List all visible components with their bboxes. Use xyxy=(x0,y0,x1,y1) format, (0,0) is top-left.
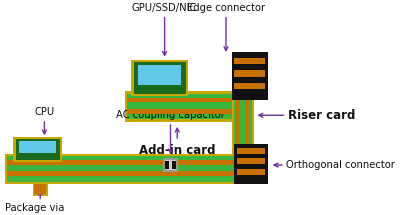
Bar xyxy=(165,160,176,170)
Bar xyxy=(234,54,252,182)
Bar xyxy=(13,137,62,162)
Bar xyxy=(245,54,249,182)
Text: Add-in card: Add-in card xyxy=(139,144,216,157)
Bar xyxy=(34,184,46,194)
Bar xyxy=(127,94,232,120)
Bar xyxy=(163,158,178,172)
Text: Package via: Package via xyxy=(5,203,64,213)
Text: Riser card: Riser card xyxy=(288,109,356,122)
Bar xyxy=(127,109,232,114)
Bar xyxy=(237,148,266,154)
Bar xyxy=(5,154,238,184)
Bar xyxy=(234,58,266,64)
Bar xyxy=(234,70,266,77)
Bar xyxy=(7,160,236,164)
Bar xyxy=(236,54,240,182)
Text: CPU: CPU xyxy=(34,107,54,117)
Bar xyxy=(232,52,254,184)
Bar xyxy=(138,65,182,84)
Bar xyxy=(237,169,266,175)
Text: Edge connector: Edge connector xyxy=(187,3,265,13)
Bar xyxy=(172,161,176,169)
Bar xyxy=(234,83,266,89)
Text: AC coupling capacitor: AC coupling capacitor xyxy=(116,110,225,120)
Bar xyxy=(7,156,236,182)
Bar xyxy=(131,60,188,96)
Bar xyxy=(19,141,56,153)
Bar xyxy=(232,52,268,100)
Bar xyxy=(165,161,169,169)
Bar xyxy=(237,158,266,164)
Bar xyxy=(125,91,234,122)
Bar xyxy=(16,139,60,160)
Text: Orthogonal connector: Orthogonal connector xyxy=(286,160,395,170)
Text: GPU/SSD/NIC: GPU/SSD/NIC xyxy=(132,3,197,13)
Bar xyxy=(33,184,48,196)
Bar xyxy=(134,62,186,94)
Bar xyxy=(127,98,232,102)
Bar xyxy=(234,144,268,184)
Bar xyxy=(7,171,236,176)
